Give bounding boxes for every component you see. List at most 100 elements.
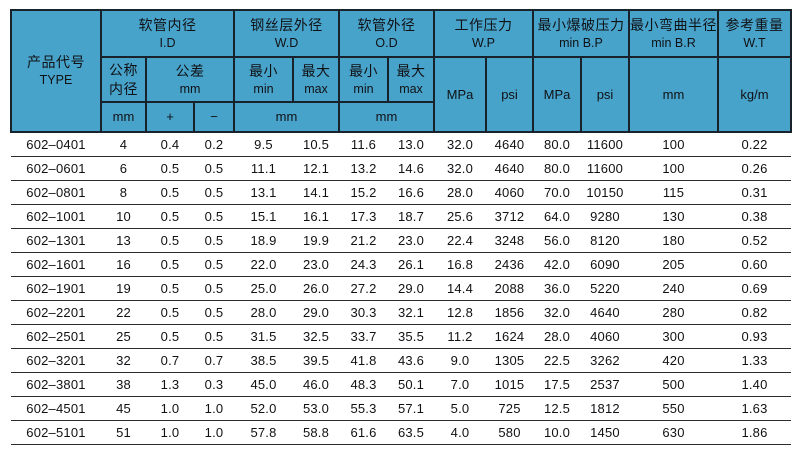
cell-id_nominal: 45 — [101, 396, 146, 421]
cell-wd_max: 53.0 — [293, 396, 339, 421]
cell-od_min: 13.2 — [339, 156, 388, 181]
cell-bp_psi: 1450 — [581, 420, 629, 445]
cell-od_max: 14.6 — [388, 156, 434, 181]
wp-mpa-label: MPa — [446, 86, 474, 102]
cell-od_min: 27.2 — [339, 276, 388, 301]
header-wp-psi-unit: psi — [485, 56, 534, 133]
header-wd-min: 最小 min — [233, 56, 294, 103]
cell-tol_plus: 0.5 — [146, 252, 194, 277]
cell-tol_minus: 0.5 — [194, 276, 234, 301]
header-product-code-zh: 产品代号 — [27, 54, 85, 71]
cell-wp_mpa: 16.8 — [434, 252, 486, 277]
cell-id_nominal: 25 — [101, 324, 146, 349]
cell-bp_mpa: 28.0 — [533, 324, 581, 349]
spec-table-header: 产品代号 TYPE 软管内径 I.D 钢丝层外径 W.D 软管外径 O.D 工作… — [10, 9, 792, 133]
cell-bp_psi: 3262 — [581, 348, 629, 373]
header-wd-max-en: max — [304, 81, 328, 96]
cell-bp_mpa: 80.0 — [533, 132, 581, 157]
cell-wd_min: 28.0 — [234, 300, 293, 325]
cell-br_mm: 550 — [629, 396, 718, 421]
table-row: 602–1001 10 0.5 0.5 15.1 16.1 17.3 18.7 25.6 3712… — [11, 204, 791, 229]
cell-bp_psi: 2537 — [581, 372, 629, 397]
cell-bp_mpa: 22.5 — [533, 348, 581, 373]
cell-od_min: 24.3 — [339, 252, 388, 277]
cell-wd_min: 9.5 — [234, 132, 293, 157]
bp-mpa-label: MPa — [543, 86, 571, 102]
cell-tol_plus: 0.5 — [146, 204, 194, 229]
cell-bp_psi: 10150 — [581, 180, 629, 205]
header-id-unit: mm — [100, 101, 147, 133]
cell-od_min: 41.8 — [339, 348, 388, 373]
cell-od_min: 55.3 — [339, 396, 388, 421]
cell-type: 602–0801 — [11, 180, 101, 205]
cell-br_mm: 205 — [629, 252, 718, 277]
cell-wp_mpa: 22.4 — [434, 228, 486, 253]
cell-id_nominal: 51 — [101, 420, 146, 445]
header-wp-mpa-unit: MPa — [433, 56, 487, 133]
header-wp-zh: 工作压力 — [454, 16, 513, 33]
cell-wd_max: 32.5 — [293, 324, 339, 349]
cell-wt_kgm: 0.22 — [718, 132, 791, 157]
cell-tol_plus: 1.0 — [146, 396, 194, 421]
header-od-min: 最小 min — [338, 56, 389, 103]
cell-bp_mpa: 64.0 — [533, 204, 581, 229]
cell-wd_max: 10.5 — [293, 132, 339, 157]
cell-od_max: 57.1 — [388, 396, 434, 421]
cell-bp_mpa: 70.0 — [533, 180, 581, 205]
cell-wt_kgm: 0.26 — [718, 156, 791, 181]
cell-wp_psi: 2088 — [486, 276, 533, 301]
cell-wt_kgm: 0.52 — [718, 228, 791, 253]
cell-wd_max: 58.8 — [293, 420, 339, 445]
cell-tol_plus: 0.5 — [146, 180, 194, 205]
cell-wd_min: 45.0 — [234, 372, 293, 397]
cell-wt_kgm: 0.93 — [718, 324, 791, 349]
wd-mm-label: mm — [275, 109, 298, 125]
cell-wd_min: 31.5 — [234, 324, 293, 349]
cell-id_nominal: 10 — [101, 204, 146, 229]
cell-wp_psi: 725 — [486, 396, 533, 421]
table-row: 602–0601 6 0.5 0.5 11.1 12.1 13.2 14.6 32.0 4640 8… — [11, 156, 791, 181]
cell-wp_psi: 4640 — [486, 156, 533, 181]
header-nominal-id: 公称 内径 — [100, 56, 147, 103]
table-row: 602–0401 4 0.4 0.2 9.5 10.5 11.6 13.0 32.0 4640 80… — [11, 132, 791, 157]
cell-wd_max: 14.1 — [293, 180, 339, 205]
wt-kgm-label: kg/m — [740, 86, 769, 102]
cell-br_mm: 240 — [629, 276, 718, 301]
cell-tol_minus: 0.2 — [194, 132, 234, 157]
cell-tol_minus: 1.0 — [194, 420, 234, 445]
cell-tol_plus: 0.5 — [146, 324, 194, 349]
cell-wp_mpa: 4.0 — [434, 420, 486, 445]
cell-wt_kgm: 0.60 — [718, 252, 791, 277]
cell-bp_mpa: 80.0 — [533, 156, 581, 181]
cell-od_min: 48.3 — [339, 372, 388, 397]
cell-wd_min: 13.1 — [234, 180, 293, 205]
cell-od_max: 16.6 — [388, 180, 434, 205]
header-group-bend-radius: 最小弯曲半径 min B.R — [628, 9, 719, 58]
table-row: 602–1301 13 0.5 0.5 18.9 19.9 21.2 23.0 22.4 3248… — [11, 228, 791, 253]
br-mm-label: mm — [662, 86, 685, 102]
header-wd-unit: mm — [233, 101, 340, 133]
cell-br_mm: 100 — [629, 156, 718, 181]
cell-wp_mpa: 12.8 — [434, 300, 486, 325]
cell-id_nominal: 32 — [101, 348, 146, 373]
cell-bp_psi: 6090 — [581, 252, 629, 277]
cell-tol_minus: 0.5 — [194, 204, 234, 229]
cell-bp_psi: 1812 — [581, 396, 629, 421]
cell-tol_plus: 0.7 — [146, 348, 194, 373]
cell-tol_minus: 1.0 — [194, 396, 234, 421]
header-tolerance: 公差 mm — [145, 56, 235, 103]
cell-tol_minus: 0.5 — [194, 252, 234, 277]
od-mm-label: mm — [375, 109, 398, 125]
cell-tol_plus: 1.3 — [146, 372, 194, 397]
cell-type: 602–1601 — [11, 252, 101, 277]
cell-wd_min: 11.1 — [234, 156, 293, 181]
cell-wp_psi: 1015 — [486, 372, 533, 397]
cell-wp_psi: 580 — [486, 420, 533, 445]
cell-tol_minus: 0.5 — [194, 156, 234, 181]
cell-type: 602–4501 — [11, 396, 101, 421]
cell-bp_psi: 11600 — [581, 132, 629, 157]
cell-bp_mpa: 56.0 — [533, 228, 581, 253]
bp-psi-label: psi — [596, 86, 614, 102]
cell-wp_psi: 1856 — [486, 300, 533, 325]
